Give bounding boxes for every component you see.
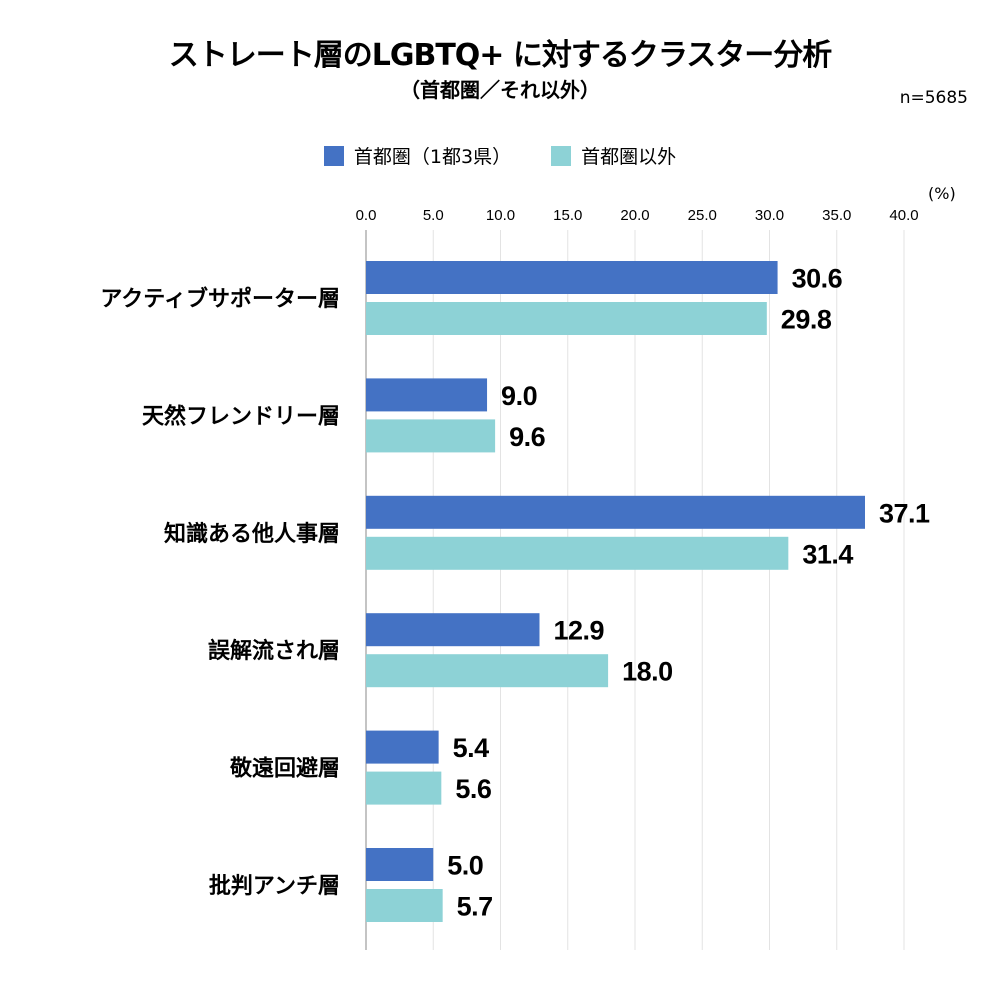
x-tick-label: 40.0 bbox=[889, 207, 918, 224]
legend-swatch bbox=[323, 145, 344, 166]
chart-title: ストレート層のLGBTQ+ に対するクラスター分析 bbox=[168, 38, 833, 73]
bar bbox=[366, 654, 609, 688]
bar bbox=[366, 419, 496, 453]
data-label: 31.4 bbox=[802, 539, 853, 569]
category-label: 知識ある他人事層 bbox=[164, 521, 340, 547]
bar bbox=[366, 613, 540, 647]
data-label: 29.8 bbox=[781, 305, 832, 335]
category-label: アクティブサポーター層 bbox=[100, 286, 340, 312]
x-tick-label: 10.0 bbox=[486, 207, 515, 224]
x-tick-label: 35.0 bbox=[822, 207, 851, 224]
data-label: 9.0 bbox=[501, 381, 537, 411]
bar bbox=[366, 730, 439, 764]
legend-item-tokyo-area: 首都圏（1都3県） bbox=[323, 142, 512, 169]
category-label: 誤解流され層 bbox=[208, 638, 340, 664]
data-label: 5.4 bbox=[453, 733, 490, 763]
bar bbox=[366, 302, 767, 335]
legend-label: 首都圏（1都3県） bbox=[353, 146, 512, 168]
category-label: 天然フレンドリー層 bbox=[142, 403, 340, 429]
bar bbox=[366, 771, 442, 805]
x-tick-label: 15.0 bbox=[553, 207, 582, 224]
bar bbox=[366, 536, 789, 570]
category-label: 批判アンチ層 bbox=[209, 874, 340, 899]
data-label: 12.9 bbox=[554, 616, 605, 646]
bar bbox=[366, 261, 778, 294]
unit-label: (%) bbox=[928, 184, 956, 203]
category-label: 敬遠回避層 bbox=[229, 756, 340, 782]
legend-item-other: 首都圏以外 bbox=[551, 142, 676, 169]
bar bbox=[366, 495, 865, 529]
sample-size: n=5685 bbox=[899, 88, 968, 108]
data-label: 5.7 bbox=[457, 892, 493, 922]
x-tick-label: 5.0 bbox=[423, 207, 444, 224]
data-label: 18.0 bbox=[622, 657, 673, 687]
data-label: 5.6 bbox=[455, 774, 492, 804]
data-label: 5.0 bbox=[447, 851, 483, 881]
legend: 首都圏（1都3県） 首都圏以外 bbox=[0, 142, 1000, 169]
bar bbox=[366, 848, 434, 881]
data-label: 37.1 bbox=[879, 498, 930, 528]
data-label: 30.6 bbox=[792, 264, 843, 294]
x-tick-label: 30.0 bbox=[755, 207, 784, 224]
x-tick-label: 25.0 bbox=[688, 207, 717, 224]
x-tick-label: 20.0 bbox=[620, 207, 649, 224]
chart-subtitle: （首都圏／それ以外） bbox=[400, 78, 600, 102]
bar bbox=[366, 378, 488, 412]
bar bbox=[366, 889, 443, 922]
x-tick-label: 0.0 bbox=[356, 207, 377, 224]
legend-label: 首都圏以外 bbox=[581, 146, 677, 168]
legend-swatch bbox=[551, 145, 572, 166]
data-label: 9.6 bbox=[509, 422, 546, 452]
